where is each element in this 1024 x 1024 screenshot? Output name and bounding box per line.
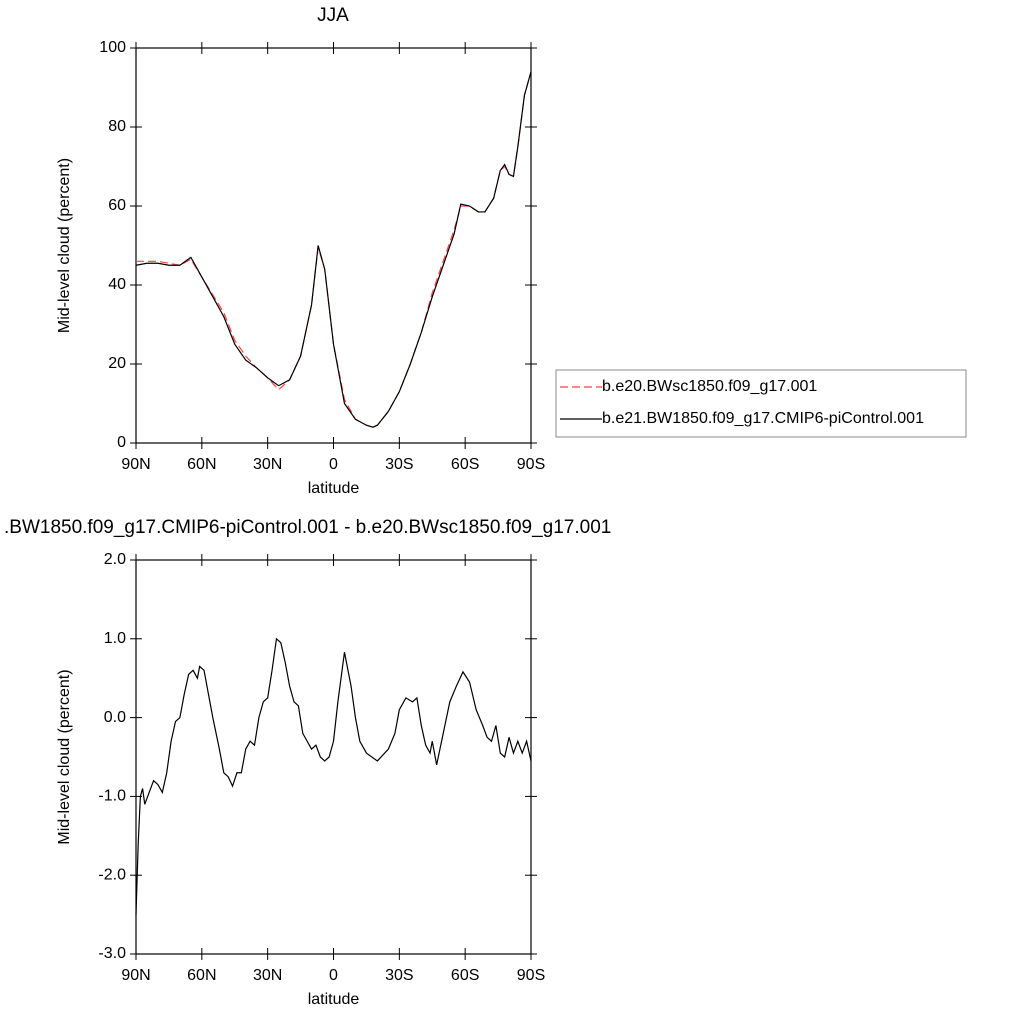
x-tick-label: 90N [121,456,150,473]
legend-box [555,369,967,438]
data-line [135,71,532,428]
plot-frame [135,559,532,955]
y-tick-label: 1.0 [104,630,126,647]
y-tick-label: 2.0 [104,551,126,568]
x-tick-label: 90S [517,967,545,984]
y-tick-label: 100 [99,39,126,56]
x-tick-label: 0 [329,967,338,984]
legend-label: b.e21.BW1850.f09_g17.CMIP6-piControl.001 [602,410,924,427]
y-axis-label: Mid-level cloud (percent) [56,669,73,844]
y-tick-label: -1.0 [98,788,126,805]
y-tick-label: -2.0 [98,866,126,883]
x-tick-label: 0 [329,456,338,473]
x-tick-label: 30S [385,967,413,984]
y-tick-label: 60 [108,197,126,214]
y-tick-label: -3.0 [98,945,126,962]
x-tick-label: 30N [253,456,282,473]
data-line [136,71,532,428]
x-tick-label: 90N [121,967,150,984]
x-tick-label: 60S [451,967,479,984]
x-tick-label: 30S [385,456,413,473]
chart-title: JJA [317,5,349,26]
x-tick-label: 60N [187,456,216,473]
y-axis-label: Mid-level cloud (percent) [56,158,73,333]
data-line [135,637,532,915]
plot-frame [135,47,532,444]
legend-label: b.e20.BWsc1850.f09_g17.001 [602,378,817,395]
y-tick-label: 0.0 [104,709,126,726]
x-tick-label: 90S [517,456,545,473]
y-tick-label: 20 [108,355,126,372]
x-axis-label: latitude [308,991,360,1008]
y-tick-label: 40 [108,276,126,293]
y-tick-label: 0 [117,434,126,451]
y-tick-label: 80 [108,118,126,135]
x-tick-label: 30N [253,967,282,984]
x-axis-label: latitude [308,480,360,497]
chart-title: .BW1850.f09_g17.CMIP6-piControl.001 - b.… [4,517,611,538]
x-tick-label: 60S [451,456,479,473]
x-tick-label: 60N [187,967,216,984]
